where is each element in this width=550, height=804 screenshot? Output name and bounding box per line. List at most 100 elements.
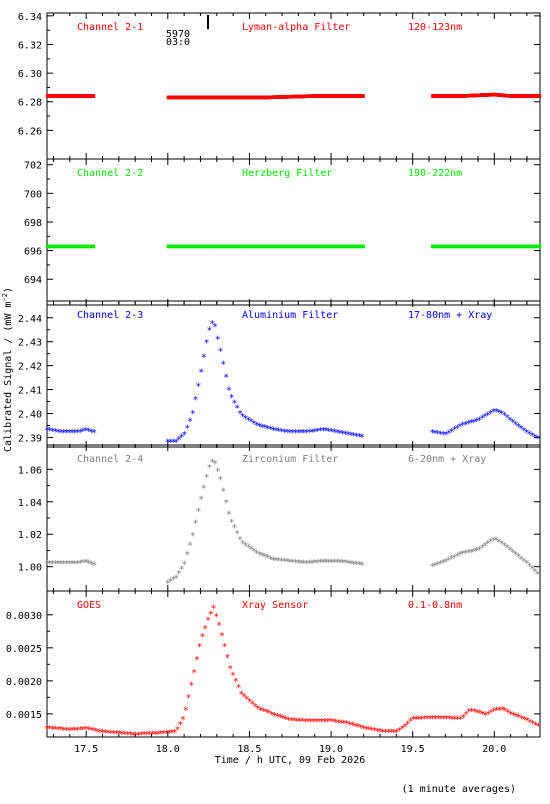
data-point: * — [208, 609, 214, 620]
data-point: * — [521, 715, 527, 726]
data-point: * — [315, 558, 321, 569]
data-point: * — [526, 561, 532, 572]
data-point: * — [292, 558, 298, 569]
data-point: * — [281, 557, 287, 568]
data-point: * — [488, 409, 494, 420]
averaging-footnote: (1 minute averages) — [402, 784, 516, 795]
data-point: * — [180, 715, 186, 726]
data-point: * — [259, 422, 265, 433]
data-point: * — [210, 604, 216, 615]
filter-label: Herzberg Filter — [242, 168, 332, 179]
data-point: * — [501, 541, 507, 552]
data-point: * — [535, 434, 541, 445]
cursor-marker: 5970 03:0 — [166, 15, 209, 48]
data-point: * — [290, 558, 296, 569]
data-point: * — [277, 713, 283, 724]
series-points — [45, 92, 542, 100]
data-point: * — [195, 381, 201, 392]
y-tick-label: 6.32 — [18, 40, 42, 51]
data-point: * — [80, 558, 86, 569]
data-point: * — [529, 564, 535, 575]
data-point: * — [66, 428, 72, 439]
data-point: * — [351, 559, 357, 570]
data-point: * — [52, 725, 58, 736]
data-point: * — [383, 727, 389, 738]
data-point: * — [240, 539, 246, 550]
data-point: * — [174, 725, 180, 736]
series-points: ****************************************… — [44, 319, 541, 449]
y-tick-label: 2.44 — [18, 314, 42, 325]
data-point: * — [61, 428, 67, 439]
data-point: * — [312, 558, 318, 569]
data-point: * — [119, 729, 125, 740]
data-point: * — [63, 559, 69, 570]
data-point: * — [274, 712, 280, 723]
y-tick-label: 0.0025 — [6, 644, 42, 655]
data-point: * — [515, 552, 521, 563]
data-point: * — [52, 559, 58, 570]
data-point: * — [191, 668, 197, 679]
data-point: * — [267, 425, 273, 436]
data-point: * — [155, 729, 161, 740]
data-point: * — [451, 425, 457, 436]
data-point: * — [215, 467, 221, 478]
data-point: * — [113, 729, 119, 740]
data-point: * — [61, 725, 67, 736]
data-point: * — [284, 428, 290, 439]
data-point: * — [329, 557, 335, 568]
data-point: * — [194, 655, 200, 666]
data-point: * — [465, 419, 471, 430]
data-point: * — [50, 427, 56, 438]
data-point: * — [83, 725, 89, 736]
data-point: * — [322, 717, 328, 728]
data-point: * — [438, 714, 444, 725]
data-point: * — [482, 412, 488, 423]
data-point: * — [496, 705, 502, 716]
data-point: * — [116, 729, 122, 740]
data-point: * — [331, 557, 337, 568]
data-point: * — [385, 728, 391, 739]
data-point: * — [535, 570, 541, 581]
panel-frame — [46, 300, 541, 448]
data-point: * — [288, 716, 294, 727]
data-point: * — [127, 730, 133, 741]
data-point: * — [270, 426, 276, 437]
data-point: * — [44, 426, 50, 437]
data-point: * — [410, 715, 416, 726]
series-points: ****************************************… — [44, 604, 541, 742]
data-point: * — [202, 624, 208, 635]
data-point: * — [80, 427, 86, 438]
band-label: 190-222nm — [408, 168, 462, 179]
data-point: * — [320, 557, 326, 568]
data-point: * — [233, 677, 239, 688]
data-point: * — [490, 535, 496, 546]
data-point: * — [229, 393, 235, 404]
data-point: * — [231, 398, 237, 409]
data-point: * — [476, 415, 482, 426]
data-point: * — [335, 718, 341, 729]
channel-label: GOES — [77, 600, 101, 611]
y-tick-label: 1.06 — [18, 465, 42, 476]
data-point: * — [502, 706, 508, 717]
data-point: * — [356, 560, 362, 571]
data-point: * — [219, 631, 225, 642]
data-point: * — [408, 717, 414, 728]
data-point: * — [72, 428, 78, 439]
data-point: * — [374, 727, 380, 738]
data-point: * — [521, 556, 527, 567]
data-point: * — [55, 725, 61, 736]
data-point: * — [388, 728, 394, 739]
data-point: * — [266, 709, 272, 720]
data-point: * — [380, 727, 386, 738]
data-point: * — [152, 729, 158, 740]
data-point: * — [312, 427, 318, 438]
data-point: * — [491, 706, 497, 717]
y-tick-label: 1.00 — [18, 563, 42, 574]
data-point: * — [276, 426, 282, 437]
filter-label: Aluminium Filter — [242, 310, 338, 321]
data-point: * — [223, 498, 229, 509]
data-point: * — [360, 724, 366, 735]
data-point: * — [330, 717, 336, 728]
data-point: * — [513, 712, 519, 723]
data-point: * — [424, 714, 430, 725]
